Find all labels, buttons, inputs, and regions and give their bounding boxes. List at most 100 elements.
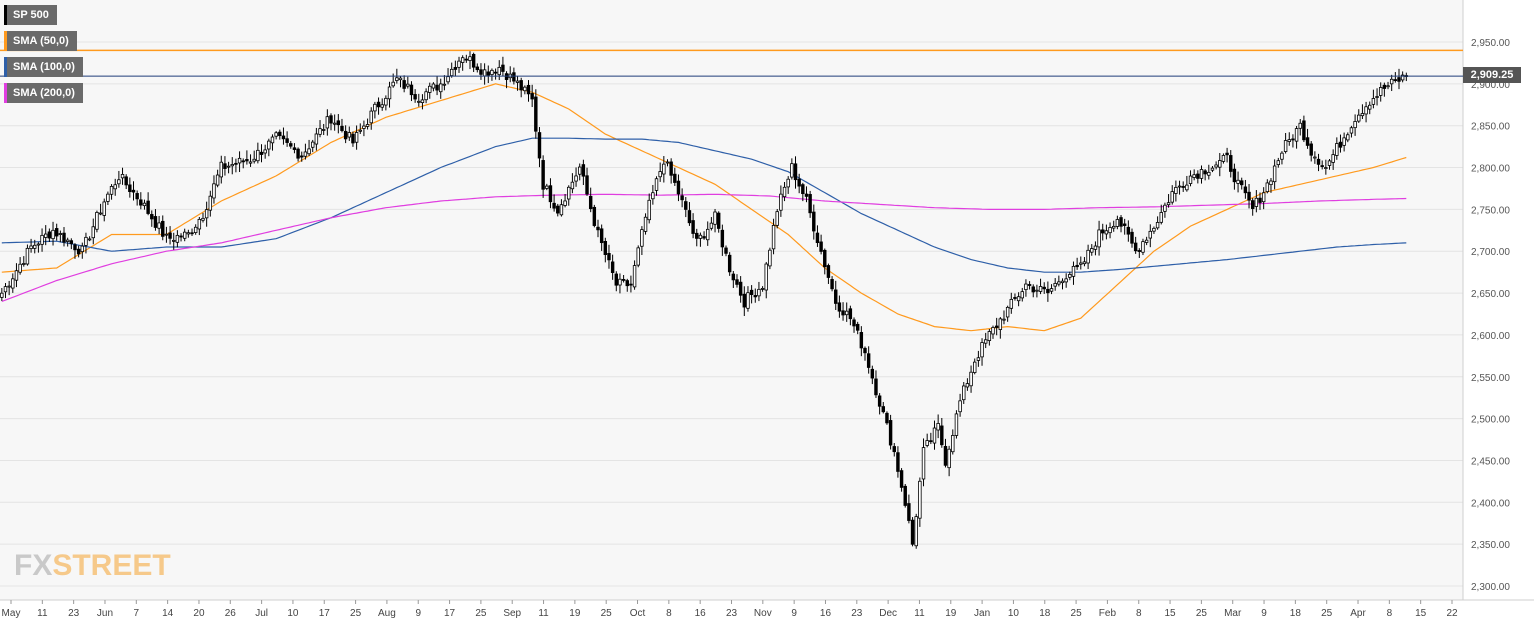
candle [943,438,948,468]
candle [80,242,85,259]
candle [18,257,22,275]
candle-body [318,128,322,135]
legend-item-sp500[interactable]: SP 500 [4,5,83,25]
candle [962,381,966,404]
x-tick-label: Nov [754,608,772,619]
candle [684,197,688,218]
candle-body [918,480,922,519]
candle [230,157,234,175]
candle [11,273,15,293]
x-tick-label: 23 [68,608,80,619]
candle-body [1397,77,1401,82]
x-tick-label: 8 [1387,608,1393,619]
y-tick-label: 2,500.00 [1471,415,1510,426]
candle [1038,278,1043,295]
candle-body [490,69,494,75]
candle-body [343,130,348,140]
candle [1291,134,1295,148]
candle-body [1024,283,1028,291]
candle [347,126,352,141]
candle-body [808,194,812,214]
candle [1101,223,1105,241]
candle [1064,273,1068,288]
candle [131,181,136,201]
candle [757,281,761,302]
x-tick-label: 9 [791,608,797,619]
candle [1111,220,1116,232]
candle [1349,125,1354,138]
candle [1170,185,1174,205]
candle [307,139,311,157]
candle [1214,161,1218,170]
candle [965,378,970,391]
candle-body [1115,219,1120,227]
candle [621,274,626,283]
candle-body [376,101,381,108]
candle-body [1038,286,1043,292]
candle-body [541,160,545,190]
candle-body [929,440,933,443]
candle-body [1071,265,1076,277]
candle-body [98,212,103,215]
candle [870,365,875,385]
candle [1232,163,1237,190]
legend-item-sma50[interactable]: SMA (50,0) [4,31,83,51]
candle [1108,222,1112,239]
candle-body [1378,87,1383,96]
fxstreet-logo: FXSTREET [14,549,171,583]
candle-body [1053,283,1057,287]
candle-body [157,222,161,229]
candle-body [815,232,820,244]
candle-body [479,69,483,75]
candle [501,56,505,77]
candle-body [84,236,88,246]
logo-street: STREET [52,549,171,582]
candle [464,54,469,63]
candle-body [837,302,842,312]
candle-body [896,452,900,472]
x-tick-label: 25 [1071,608,1083,619]
candle [640,226,644,256]
candle [1386,81,1390,90]
candle-body [1196,173,1200,179]
candle [303,143,308,160]
candle-body [69,240,74,244]
x-tick-label: 17 [444,608,456,619]
candle-body [475,66,480,71]
candle-body [943,446,948,466]
candle [720,224,725,256]
x-tick-label: 19 [945,608,957,619]
candle-body [58,233,63,235]
candle [124,174,128,190]
candle [1309,141,1313,162]
candle-body [226,165,231,168]
candle [914,513,918,549]
candle-body [179,235,183,238]
candle-body [0,292,4,298]
candle [662,156,666,183]
candle [1174,180,1178,202]
candle-body [559,204,564,216]
candle [618,273,622,294]
candle-body [215,174,220,186]
x-tick-label: Dec [879,608,897,619]
candle-body [1254,197,1259,207]
candle [44,225,48,246]
candle-body [223,163,227,169]
candle [1382,82,1387,97]
candle-body [1298,122,1302,129]
legend-item-sma200[interactable]: SMA (200,0) [4,83,83,103]
candle-body [1283,140,1288,152]
candle [150,210,154,227]
x-tick-label: 25 [601,608,613,619]
x-tick-label: 25 [350,608,362,619]
candle-body [1133,242,1138,252]
candle-body [1316,158,1321,165]
candle [859,326,864,357]
candle [779,185,783,217]
legend-item-sma100[interactable]: SMA (100,0) [4,57,83,77]
candle [1364,101,1368,123]
candle-body [903,485,907,506]
candle [782,182,787,202]
candle [1042,282,1046,294]
